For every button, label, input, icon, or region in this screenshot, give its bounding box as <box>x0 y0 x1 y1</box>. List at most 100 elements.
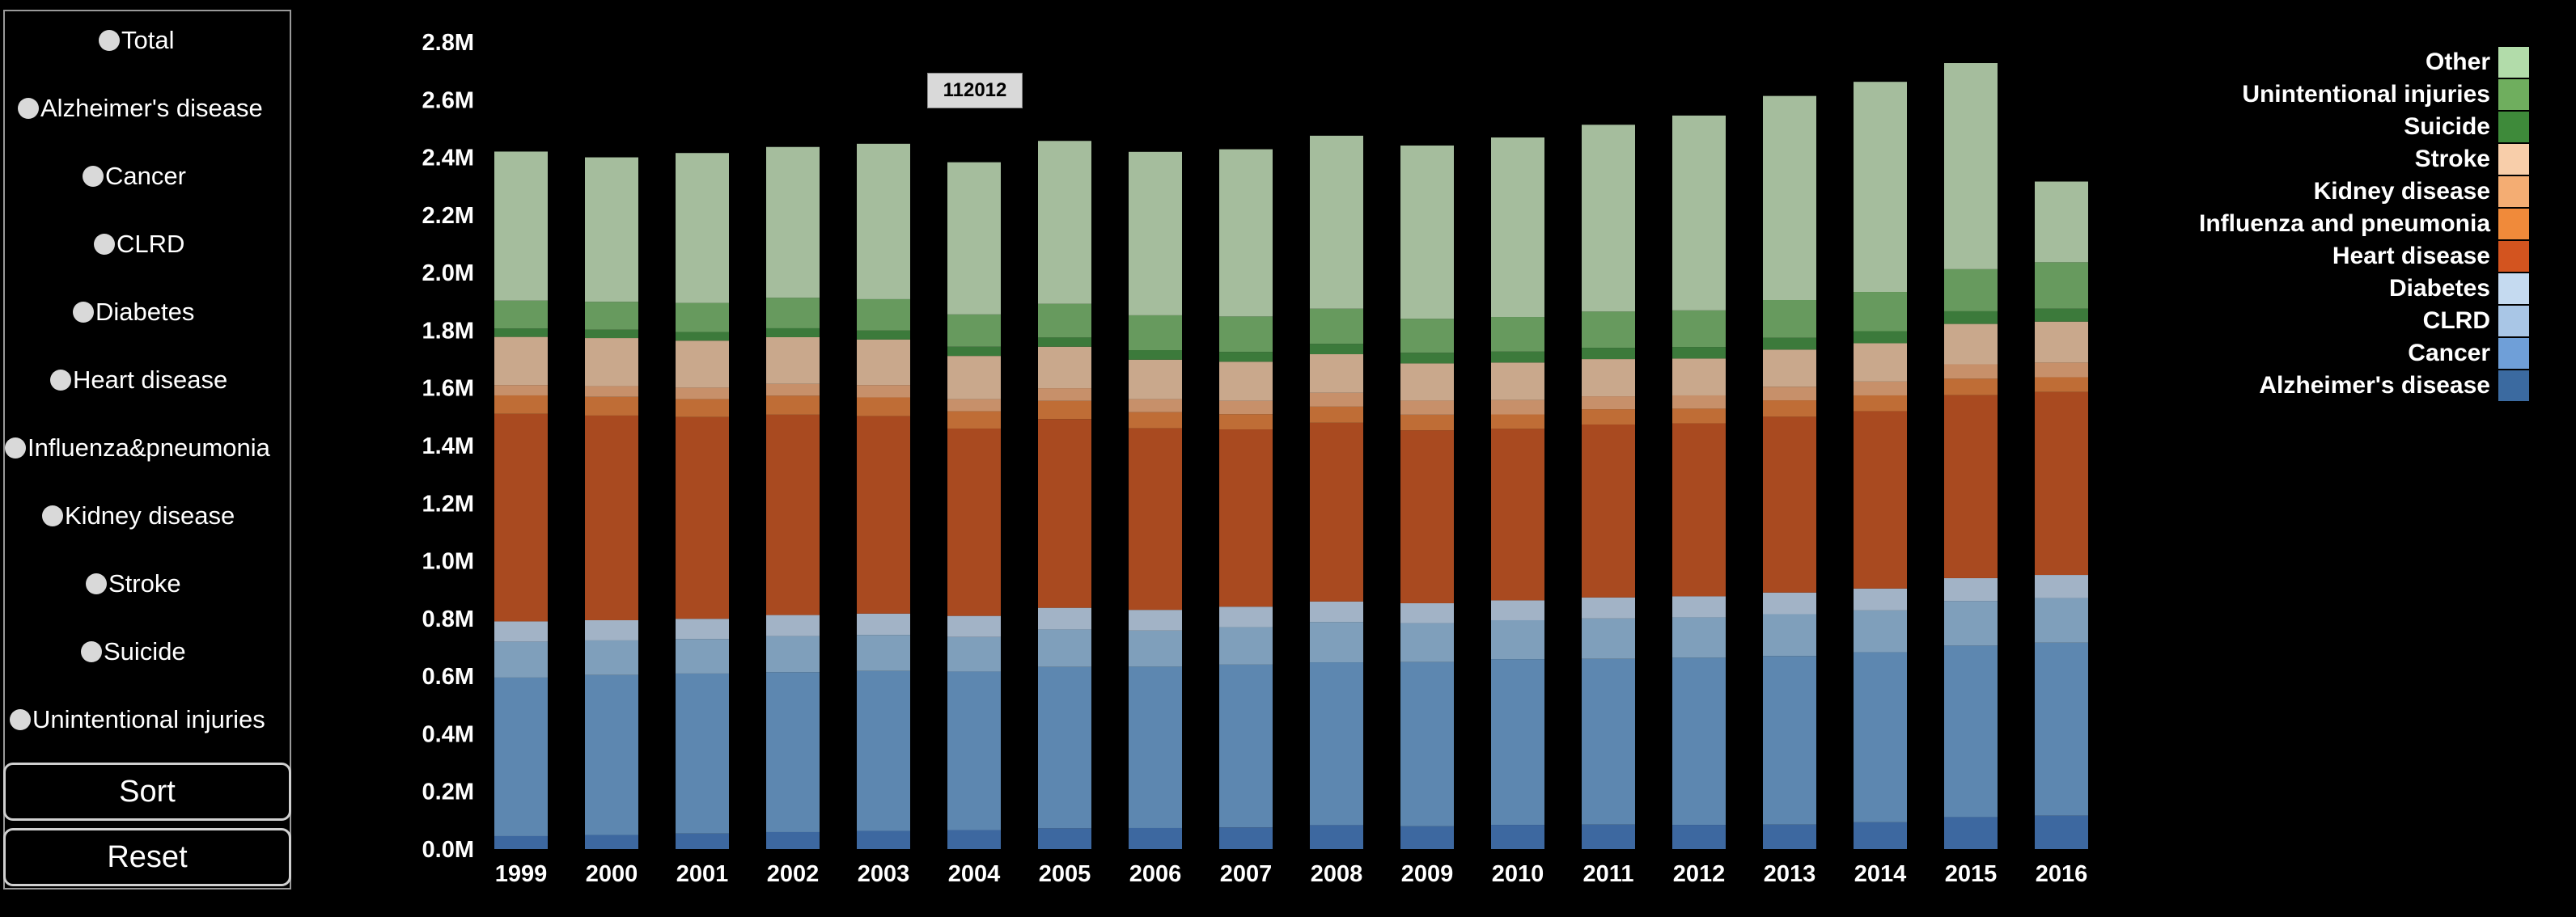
bar-segment[interactable] <box>1491 659 1544 826</box>
bar-segment[interactable] <box>585 329 638 339</box>
bar-segment[interactable] <box>1400 400 1454 415</box>
bar-segment[interactable] <box>1582 125 1635 312</box>
bar-segment[interactable] <box>1400 145 1454 319</box>
bar-segment[interactable] <box>1854 381 1907 395</box>
bar-segment[interactable] <box>2035 262 2088 309</box>
bar-segment[interactable] <box>676 399 729 417</box>
bar-segment[interactable] <box>857 143 910 299</box>
bar-segment[interactable] <box>585 674 638 835</box>
radio-option[interactable]: Influenza&pneumonia <box>5 425 270 471</box>
bar-segment[interactable] <box>1672 395 1726 409</box>
bar-segment[interactable] <box>1219 827 1273 849</box>
bar-segment[interactable] <box>1944 645 1998 818</box>
bar-segment[interactable] <box>2035 321 2088 363</box>
bar-segment[interactable] <box>947 356 1001 399</box>
bar-segment[interactable] <box>1944 601 1998 646</box>
bar-stack[interactable] <box>947 162 1001 849</box>
bar-segment[interactable] <box>2035 181 2088 263</box>
bar-segment[interactable] <box>1038 629 1091 667</box>
bar-segment[interactable] <box>1763 614 1816 657</box>
bar-segment[interactable] <box>1491 619 1544 660</box>
bar-segment[interactable] <box>766 383 820 396</box>
bar-segment[interactable] <box>1582 658 1635 825</box>
bar-segment[interactable] <box>857 416 910 614</box>
bar-segment[interactable] <box>1763 400 1816 417</box>
bar-segment[interactable] <box>1491 362 1544 400</box>
bar-segment[interactable] <box>1672 657 1726 826</box>
bar-segment[interactable] <box>1672 408 1726 424</box>
bar-segment[interactable] <box>857 339 910 386</box>
bar-segment[interactable] <box>1310 622 1363 663</box>
bar-segment[interactable] <box>1854 610 1907 653</box>
bar-stack[interactable] <box>1491 137 1544 849</box>
bar-segment[interactable] <box>2035 362 2088 378</box>
radio-option[interactable]: Suicide <box>81 629 186 674</box>
bar-segment[interactable] <box>1944 378 1998 395</box>
bar-segment[interactable] <box>1310 601 1363 623</box>
radio-circle-icon[interactable] <box>5 437 26 458</box>
bar-segment[interactable] <box>1944 268 1998 311</box>
bar-segment[interactable] <box>1400 319 1454 353</box>
bar-segment[interactable] <box>766 831 820 849</box>
radio-option[interactable]: Alzheimer's disease <box>18 86 263 131</box>
bar-segment[interactable] <box>857 670 910 831</box>
bar-segment[interactable] <box>1129 412 1182 429</box>
bar-segment[interactable] <box>1944 364 1998 379</box>
bar-stack[interactable] <box>676 153 729 849</box>
bar-segment[interactable] <box>766 336 820 384</box>
bar-segment[interactable] <box>494 621 548 642</box>
bar-segment[interactable] <box>585 302 638 330</box>
bar-segment[interactable] <box>676 619 729 640</box>
bar-segment[interactable] <box>1491 137 1544 318</box>
bar-segment[interactable] <box>494 677 548 836</box>
radio-circle-icon[interactable] <box>10 709 31 730</box>
bar-segment[interactable] <box>676 639 729 674</box>
bar-segment[interactable] <box>494 835 548 849</box>
bar-segment[interactable] <box>1219 316 1273 353</box>
bar-segment[interactable] <box>947 399 1001 412</box>
bar-segment[interactable] <box>494 413 548 622</box>
bar-segment[interactable] <box>1491 399 1544 415</box>
radio-option[interactable]: Heart disease <box>50 357 227 403</box>
radio-circle-icon[interactable] <box>50 370 71 391</box>
bar-segment[interactable] <box>1219 361 1273 401</box>
bar-segment[interactable] <box>1763 824 1816 849</box>
bar-segment[interactable] <box>676 416 729 619</box>
bar-segment[interactable] <box>1763 387 1816 401</box>
bar-segment[interactable] <box>1944 577 1998 602</box>
bar-segment[interactable] <box>1672 617 1726 658</box>
bar-segment[interactable] <box>585 619 638 640</box>
bar-segment[interactable] <box>766 636 820 673</box>
bar-segment[interactable] <box>585 835 638 849</box>
bar-stack[interactable] <box>1944 63 1998 849</box>
bar-segment[interactable] <box>1038 419 1091 608</box>
bar-segment[interactable] <box>1400 826 1454 849</box>
radio-circle-icon[interactable] <box>86 573 107 594</box>
bar-segment[interactable] <box>1129 827 1182 849</box>
bar-segment[interactable] <box>585 396 638 416</box>
bar-segment[interactable] <box>1129 359 1182 399</box>
bar-segment[interactable] <box>676 302 729 332</box>
bar-segment[interactable] <box>1038 337 1091 347</box>
radio-circle-icon[interactable] <box>83 166 104 187</box>
radio-circle-icon[interactable] <box>94 234 115 255</box>
bar-segment[interactable] <box>947 411 1001 429</box>
bar-segment[interactable] <box>1582 618 1635 659</box>
bar-segment[interactable] <box>2035 308 2088 322</box>
bar-segment[interactable] <box>1854 822 1907 849</box>
bar-segment[interactable] <box>1672 825 1726 849</box>
bar-segment[interactable] <box>2035 391 2088 576</box>
bar-segment[interactable] <box>494 641 548 678</box>
bar-segment[interactable] <box>2035 815 2088 849</box>
bar-segment[interactable] <box>1129 630 1182 667</box>
radio-circle-icon[interactable] <box>73 302 94 323</box>
bar-segment[interactable] <box>1491 414 1544 429</box>
bar-segment[interactable] <box>1491 351 1544 363</box>
reset-button[interactable]: Reset <box>3 828 291 886</box>
bar-segment[interactable] <box>1129 315 1182 351</box>
bar-segment[interactable] <box>1763 656 1816 825</box>
bar-segment[interactable] <box>1763 95 1816 301</box>
bar-segment[interactable] <box>1854 395 1907 412</box>
bar-segment[interactable] <box>947 615 1001 637</box>
bar-segment[interactable] <box>2035 575 2088 598</box>
